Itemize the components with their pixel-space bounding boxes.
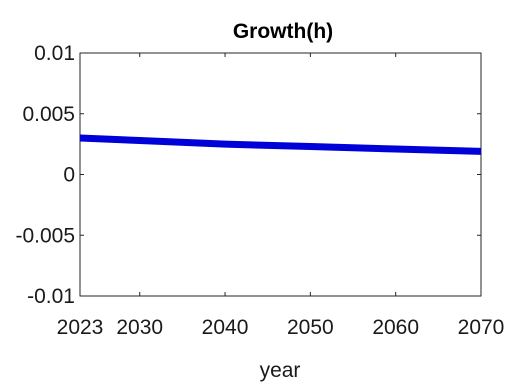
x-tick-label: 2060 — [372, 316, 419, 339]
chart-title: Growth(h) — [233, 20, 333, 43]
x-tick-label: 2050 — [287, 316, 334, 339]
x-tick-label: 2070 — [458, 316, 505, 339]
x-axis-label: year — [260, 359, 301, 382]
y-tick-label: -0.01 — [27, 285, 75, 308]
y-tick-label: 0.01 — [34, 42, 75, 65]
series-layer — [79, 134, 482, 155]
series-line — [79, 134, 482, 155]
y-axis: 0.01 0.005 0 -0.005 -0.01 — [15, 42, 481, 308]
x-tick-label: 2023 — [57, 316, 104, 339]
x-tick-label: 2040 — [202, 316, 249, 339]
x-axis: 2023 2030 2040 2050 2060 2070 — [57, 53, 505, 339]
y-tick-label: 0.005 — [22, 103, 75, 126]
y-tick-label: -0.005 — [15, 224, 75, 247]
plot-area — [79, 52, 482, 297]
x-tick-label: 2030 — [116, 316, 163, 339]
y-tick-label: 0 — [63, 164, 75, 187]
